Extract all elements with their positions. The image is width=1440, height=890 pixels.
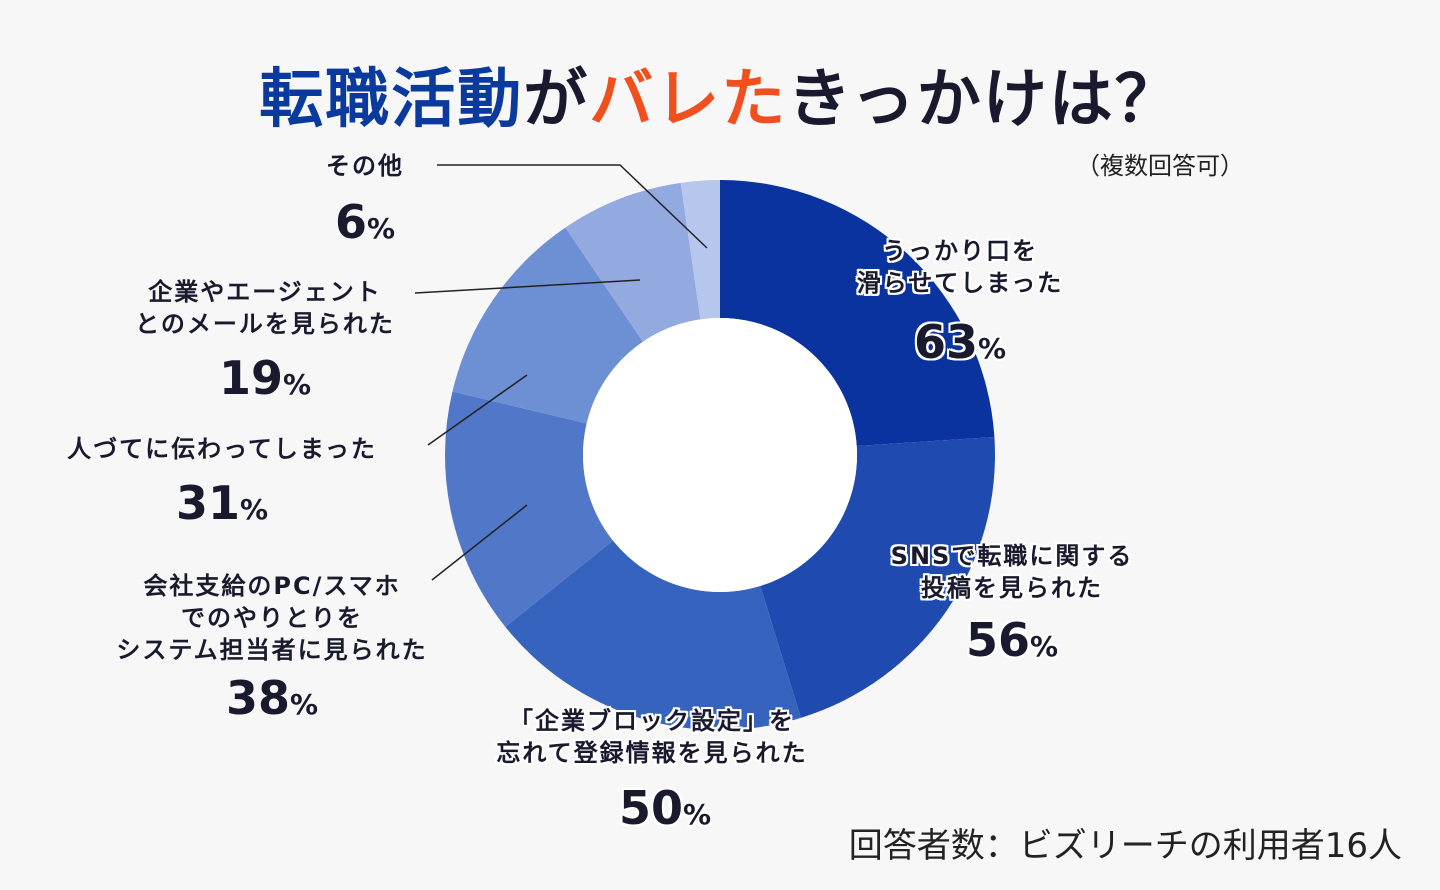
donut-slice (445, 391, 614, 627)
leader-line (414, 279, 641, 294)
donut-slice (680, 180, 720, 320)
title-part: きっかけは？ (787, 63, 1181, 137)
footnote: 回答者数：ビズリーチの利用者16人 (848, 826, 1402, 866)
donut-slice (565, 182, 701, 342)
subtitle: （複数回答可） (1076, 152, 1244, 180)
category-label: その他 (326, 152, 404, 180)
category-label: 企業やエージェント とのメールを見られた (135, 278, 395, 338)
title-part: が (523, 63, 590, 137)
donut-hole (583, 318, 857, 592)
value-label: 31% (175, 476, 269, 530)
leader-line (437, 164, 708, 249)
title-part: 転職活動 (259, 63, 524, 137)
title-part: バレた (589, 63, 788, 137)
donut-slice (452, 227, 643, 424)
chart-title: 転職活動がバレたきっかけは？ (0, 48, 1440, 140)
category-label: 人づてに伝わってしまった (67, 435, 377, 463)
category-label: 「企業ブロック設定」を 忘れて登録情報を見られた (496, 707, 808, 767)
value-label: 50% (618, 781, 712, 835)
value-label: 6% (334, 195, 396, 249)
value-label: 19% (218, 351, 312, 405)
donut-slice (720, 180, 995, 447)
donut-slice (505, 540, 801, 731)
value-label: 38% (225, 671, 319, 725)
value-label: 56% (965, 613, 1059, 667)
category-label: SNSで転職に関する 投稿を見られた (890, 542, 1134, 602)
value-label: 63% (913, 315, 1007, 369)
leader-line (427, 374, 528, 446)
donut-slice (760, 436, 996, 718)
category-label: うっかり口を 滑らせてしまった (856, 237, 1064, 297)
leader-line (431, 504, 528, 581)
category-label: 会社支給のPC/スマホ でのやりとりを システム担当者に見られた (116, 572, 428, 664)
